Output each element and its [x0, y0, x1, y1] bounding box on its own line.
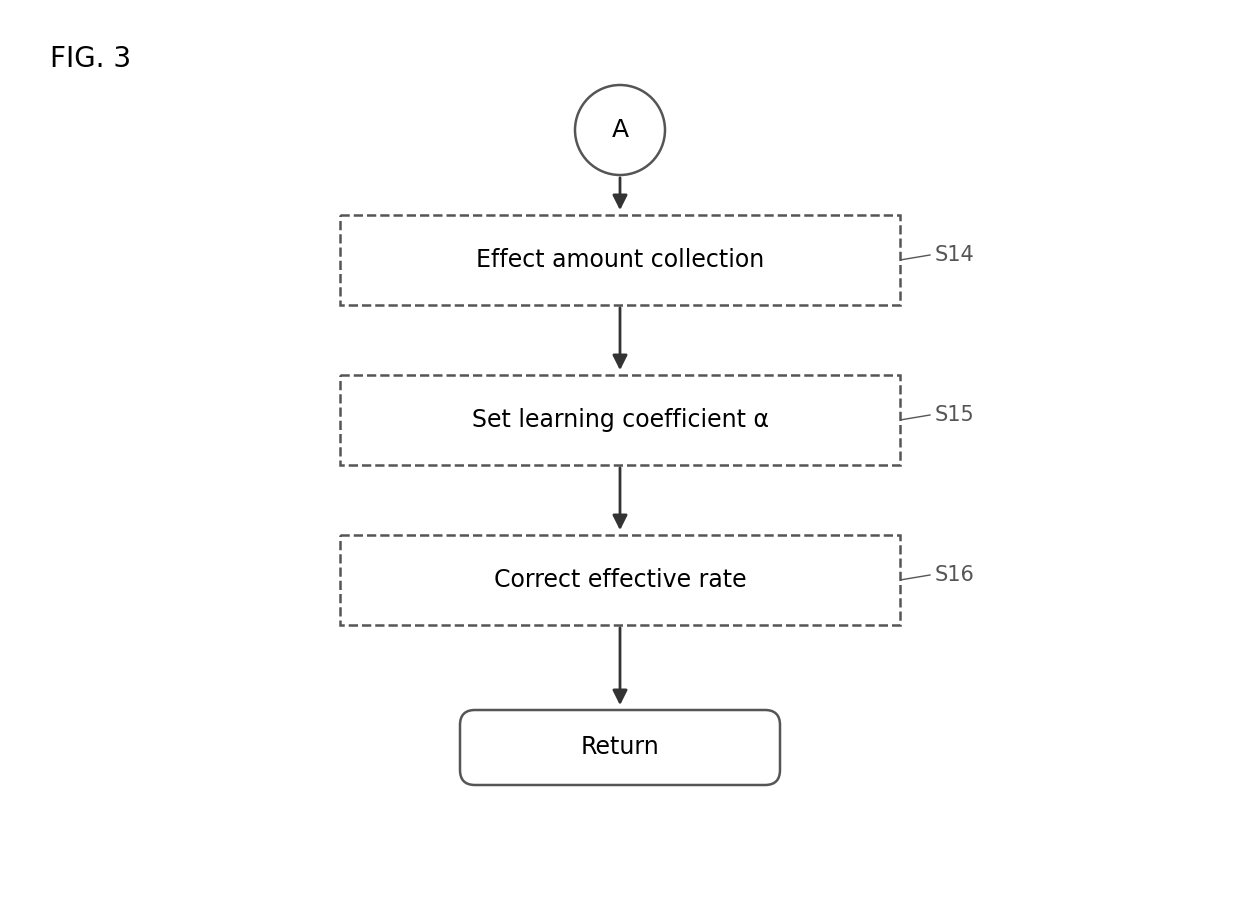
Text: Correct effective rate: Correct effective rate: [494, 568, 746, 592]
Text: S15: S15: [935, 405, 975, 425]
Bar: [340, 535, 900, 625]
Text: A: A: [611, 118, 629, 142]
Text: Effect amount collection: Effect amount collection: [476, 248, 764, 272]
Text: S14: S14: [935, 245, 975, 265]
Text: Set learning coefficient α: Set learning coefficient α: [471, 408, 769, 432]
Ellipse shape: [575, 85, 665, 175]
Text: FIG. 3: FIG. 3: [50, 45, 131, 73]
Bar: [340, 215, 900, 305]
FancyBboxPatch shape: [460, 710, 780, 785]
Bar: [340, 375, 900, 465]
Text: S16: S16: [935, 565, 975, 585]
Text: Return: Return: [580, 735, 660, 760]
